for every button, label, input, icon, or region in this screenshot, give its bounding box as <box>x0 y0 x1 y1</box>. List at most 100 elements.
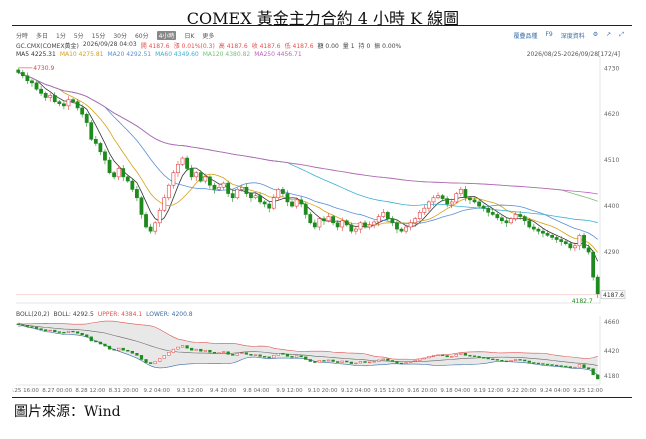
boll-candle <box>98 341 103 345</box>
time-tick: 9.4 20:00 <box>210 388 237 394</box>
boll-candle <box>555 364 559 367</box>
boll-candle <box>139 355 144 360</box>
tab-5[interactable]: 30分 <box>113 33 127 40</box>
boll-candle <box>322 360 326 362</box>
boll-candle <box>85 334 89 338</box>
boll-candle <box>422 357 426 360</box>
boll-candle <box>545 363 550 366</box>
low-marker: 4182.7 <box>572 298 593 305</box>
candle-body <box>235 189 240 199</box>
tab-8[interactable]: 日K <box>184 33 195 40</box>
boll-candle <box>21 324 25 326</box>
candle-body <box>463 189 468 199</box>
boll-candle <box>450 356 454 358</box>
candle-body <box>103 151 107 161</box>
top-rule <box>12 25 632 26</box>
boll-candle <box>413 360 417 362</box>
tool-3[interactable]: ⚙ <box>592 31 599 38</box>
tab-7[interactable]: 4小時 <box>156 31 177 40</box>
candle-body <box>354 228 358 232</box>
boll-candle <box>527 360 531 363</box>
ohlc-item: 低 4187.6 <box>284 43 314 50</box>
candle-body <box>509 218 513 224</box>
candle-body <box>513 214 518 219</box>
boll-candle <box>468 355 472 357</box>
boll-mid <box>18 324 598 366</box>
boll-candle <box>431 355 436 357</box>
tab-2[interactable]: 1分 <box>56 33 66 40</box>
candle-body <box>417 212 422 219</box>
candle-body <box>226 182 231 194</box>
boll-candle <box>500 360 504 362</box>
boll-candle <box>354 362 358 365</box>
boll-candle <box>541 363 545 365</box>
kline-chart[interactable]: 分時 多日 1分 5分 15分 30分 60分 4小時 日K 更多 覆疊品種 F9 深度資料 ⚙ ↗ ⤢ G… <box>12 28 632 396</box>
boll-candle <box>212 352 217 354</box>
boll-candle <box>144 359 148 363</box>
time-tick: 8.31 20:00 <box>109 388 139 394</box>
last-price-box <box>600 290 626 300</box>
boll-candle <box>89 336 93 342</box>
chart-plot[interactable]: 4730 4620 4510 4400 4290 4660 4420 4180 8.25 16:… <box>12 28 632 396</box>
boll-candle <box>349 361 353 364</box>
tool-4[interactable]: ↗ <box>606 31 612 38</box>
time-tick: 8.25 16:00 <box>12 388 39 394</box>
candle-body <box>290 201 294 207</box>
boll-candle <box>377 359 381 362</box>
time-tick: 9.10 20:00 <box>308 388 338 394</box>
candle-body <box>281 189 285 194</box>
boll-candle <box>276 353 280 356</box>
tab-6[interactable]: 60分 <box>134 33 149 40</box>
tab-0[interactable]: 分時 <box>16 33 29 40</box>
ohlc-item: 漲 0.01%(0.3) <box>173 43 215 50</box>
boll-candle <box>559 365 563 367</box>
ma-item: MA120 4380.82 <box>202 51 251 58</box>
tab-3[interactable]: 5分 <box>73 33 84 40</box>
tab-1[interactable]: 多日 <box>36 33 49 40</box>
boll-candle <box>363 361 367 363</box>
date-range-label: 2026/08/25-2026/09/28[172/4] <box>526 51 620 58</box>
candle-body <box>303 203 308 215</box>
candle-body <box>276 189 281 199</box>
candle-body <box>408 222 413 228</box>
candle-body <box>449 201 454 205</box>
tool-0[interactable]: 覆疊品種 <box>513 33 538 40</box>
candle-body <box>317 218 322 228</box>
candle-body <box>89 122 94 140</box>
boll-candle <box>386 358 390 361</box>
candle-body <box>66 99 71 107</box>
boll-candle <box>117 347 121 351</box>
candle-body <box>591 251 596 278</box>
time-tick: 8.28 12:00 <box>75 388 105 394</box>
candle-body <box>541 230 545 234</box>
tab-4[interactable]: 15分 <box>91 33 106 40</box>
ma10-line <box>18 72 599 253</box>
boll-candle <box>304 356 308 360</box>
candle-body <box>399 228 404 232</box>
candle-body <box>522 216 527 222</box>
boll-candle <box>313 361 317 363</box>
price-tick: 4620 <box>604 111 619 118</box>
candle-body <box>586 247 591 253</box>
boll-candle <box>294 355 299 358</box>
candle-body <box>98 143 103 153</box>
candle-body <box>267 203 272 209</box>
candle-body <box>157 209 162 224</box>
candle-body <box>249 193 253 199</box>
boll-candle <box>208 349 212 353</box>
high-marker: 4730.9 <box>33 65 54 72</box>
tab-9[interactable]: 更多 <box>202 33 215 40</box>
candle-body <box>427 201 431 209</box>
page-title: COMEX 黃金主力合約 4 小時 K 線圖 <box>186 9 460 28</box>
ohlc-item: 2026/09/28 04:03 <box>82 41 137 48</box>
boll-candle <box>445 355 449 358</box>
boll-candle <box>404 362 408 364</box>
tool-5[interactable]: ⤢ <box>619 31 624 38</box>
candle-body <box>130 180 135 190</box>
boll-candle <box>249 354 253 356</box>
tool-2[interactable]: 深度資料 <box>560 33 585 40</box>
time-tick: 8.27 00:00 <box>42 388 72 394</box>
tool-1[interactable]: F9 <box>545 31 553 38</box>
boll-candle <box>463 353 468 356</box>
boll-candle <box>199 348 203 352</box>
